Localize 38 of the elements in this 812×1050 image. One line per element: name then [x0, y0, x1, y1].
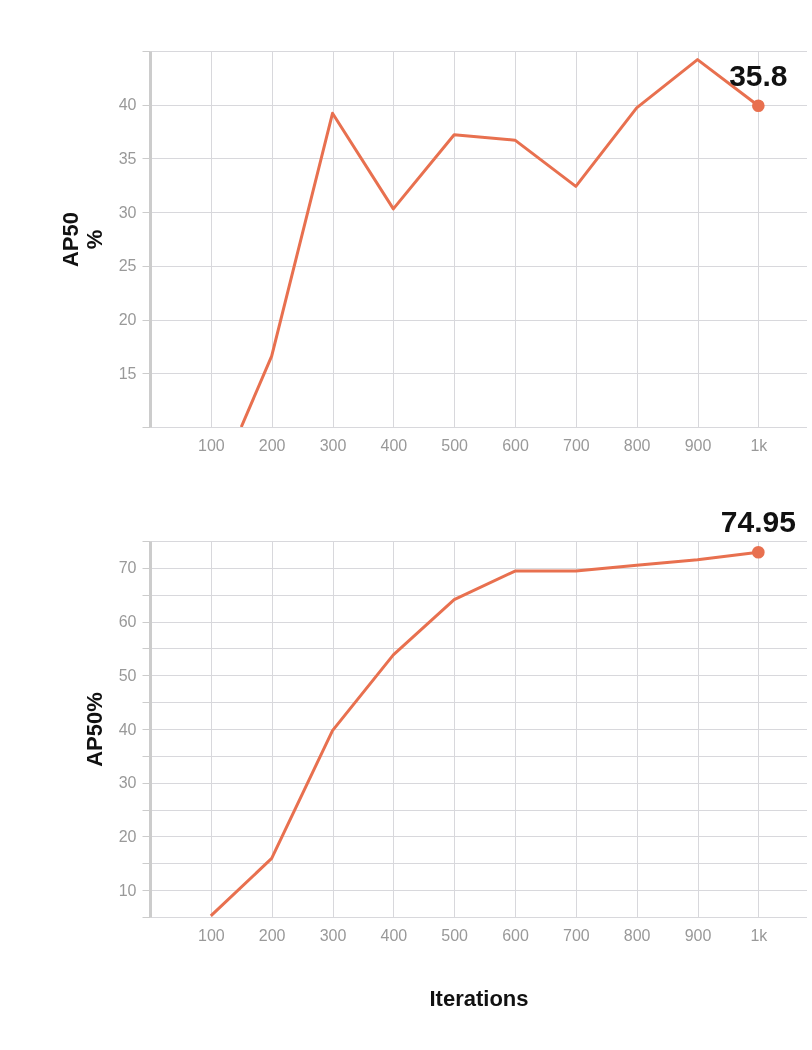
x-tick-label: 100 [197, 436, 225, 454]
y-tick-label: 20 [118, 311, 137, 329]
x-tick-label: 600 [502, 436, 529, 454]
x-tick-label: 400 [380, 926, 408, 944]
x-tick-label: 500 [441, 436, 469, 454]
y-tick-label: 60 [118, 613, 137, 631]
annotation: 74.95 [720, 505, 796, 539]
x-tick-label: 100 [197, 926, 225, 944]
y-tick-label: 10 [118, 881, 137, 899]
y-tick-label: 30 [118, 203, 137, 221]
x-tick-label: 800 [623, 926, 651, 944]
x-tick-label: 700 [562, 436, 590, 454]
x-tick-label: 300 [319, 926, 347, 944]
x-tick-label: 600 [502, 926, 529, 944]
y-tick-label: 40 [118, 720, 137, 738]
y-axis-title: AP50% [81, 692, 107, 767]
y-tick-label: 40 [118, 96, 137, 114]
annotation: 35.8 [729, 58, 788, 92]
y-tick-label: 15 [118, 364, 137, 382]
y-tick-label: 20 [118, 827, 137, 845]
y-tick-label: 30 [118, 774, 137, 792]
x-tick-label: 200 [258, 436, 286, 454]
x-tick-label: 400 [380, 436, 408, 454]
x-tick-label: 900 [684, 436, 712, 454]
x-tick-label: 1k [750, 926, 769, 944]
y-tick-label: 50 [118, 666, 137, 684]
x-tick-label: 300 [319, 436, 347, 454]
y-tick-label: 70 [118, 559, 137, 577]
x-tick-label: 500 [441, 926, 469, 944]
x-tick-label: 1k [750, 436, 769, 454]
x-tick-label: 200 [258, 926, 286, 944]
y-tick-label: 35 [118, 149, 137, 167]
y-axis-title: AP50 % [57, 211, 107, 268]
x-tick-label: 800 [623, 436, 651, 454]
x-tick-label: 900 [684, 926, 712, 944]
x-tick-label: 700 [562, 926, 590, 944]
x-axis-title: Iterations [429, 985, 529, 1011]
y-tick-label: 25 [118, 257, 137, 275]
